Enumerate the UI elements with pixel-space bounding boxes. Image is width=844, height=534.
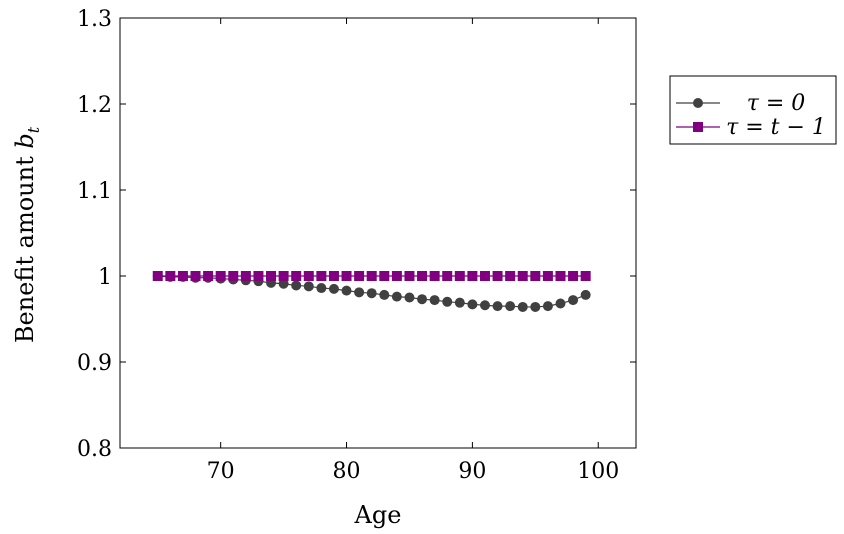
data-point	[152, 271, 163, 281]
data-point	[492, 301, 503, 312]
y-tick-label: 1.2	[77, 93, 112, 118]
data-point	[278, 271, 289, 281]
data-point	[467, 299, 478, 310]
data-point	[467, 271, 478, 281]
plot-frame	[119, 17, 637, 449]
x-tick-label: 90	[458, 459, 486, 484]
data-point	[354, 271, 365, 281]
data-point	[442, 296, 453, 307]
data-point	[568, 295, 579, 306]
series-tau-t-minus-1	[152, 271, 591, 281]
data-point	[505, 271, 516, 281]
data-point	[391, 271, 402, 281]
data-point	[404, 271, 415, 281]
data-point	[580, 289, 591, 300]
y-tick-label: 1.3	[77, 7, 112, 32]
data-point	[555, 298, 566, 309]
x-axis-label: Age	[354, 501, 402, 529]
series-layer	[152, 271, 591, 312]
data-point	[530, 271, 541, 281]
y-tick-label: 1	[98, 265, 112, 290]
data-point	[366, 288, 377, 299]
data-point	[429, 295, 440, 306]
data-point	[303, 281, 314, 292]
y-tick-label: 0.8	[77, 437, 112, 462]
data-point	[379, 289, 390, 300]
legend-label: τ = t − 1	[726, 115, 826, 140]
data-point	[542, 271, 553, 281]
data-point	[203, 271, 214, 281]
data-point	[530, 301, 541, 312]
data-point	[190, 271, 201, 281]
data-point	[366, 271, 377, 281]
x-tick-label: 100	[577, 459, 619, 484]
data-point	[379, 271, 390, 281]
data-point	[253, 271, 264, 281]
data-point	[291, 271, 302, 281]
axes: 70 80 90 100 0.8 0.9 1 1.1 1.2 1.3	[77, 7, 637, 484]
data-point	[291, 280, 302, 291]
data-point	[492, 271, 503, 281]
data-point	[165, 271, 176, 281]
legend: τ = 0τ = t − 1	[669, 75, 837, 145]
data-point	[303, 271, 314, 281]
data-point	[316, 271, 327, 281]
legend-label: τ = 0	[747, 91, 806, 116]
x-tick-label: 70	[207, 459, 235, 484]
y-axis-label-var: b	[11, 133, 39, 148]
y-axis-label-sub: t	[24, 126, 43, 133]
data-point	[580, 271, 591, 281]
data-point	[454, 297, 465, 308]
legend-box	[669, 75, 837, 145]
data-point	[341, 285, 352, 296]
data-point	[417, 271, 428, 281]
data-point	[177, 271, 188, 281]
data-point	[517, 301, 528, 312]
data-point	[228, 271, 239, 281]
data-point	[316, 283, 327, 294]
data-point	[505, 301, 516, 312]
x-tick-label: 80	[333, 459, 361, 484]
legend-marker	[693, 98, 703, 108]
data-point	[278, 278, 289, 289]
data-point	[215, 271, 226, 281]
data-point	[266, 271, 277, 281]
y-axis-label-main: Benefit amount	[11, 149, 39, 343]
data-point	[442, 271, 453, 281]
data-point	[328, 283, 339, 294]
data-point	[341, 271, 352, 281]
legend-entry-tau-t-minus-1: τ = t − 1	[676, 115, 826, 140]
data-point	[517, 271, 528, 281]
data-point	[555, 271, 566, 281]
data-point	[417, 294, 428, 305]
data-point	[354, 287, 365, 298]
data-point	[479, 271, 490, 281]
data-point	[568, 271, 579, 281]
data-point	[542, 301, 553, 312]
data-point	[429, 271, 440, 281]
data-point	[479, 300, 490, 311]
svg-text:Benefit amount bt: Benefit amount bt	[11, 126, 43, 343]
data-point	[328, 271, 339, 281]
y-tick-label: 1.1	[77, 179, 112, 204]
legend-marker	[693, 122, 703, 132]
y-axis-label: Benefit amount bt	[11, 126, 43, 343]
y-tick-label: 0.9	[77, 351, 112, 376]
data-point	[391, 291, 402, 302]
data-point	[454, 271, 465, 281]
data-point	[240, 271, 251, 281]
data-point	[404, 292, 415, 303]
legend-entry-tau-0: τ = 0	[676, 91, 805, 116]
